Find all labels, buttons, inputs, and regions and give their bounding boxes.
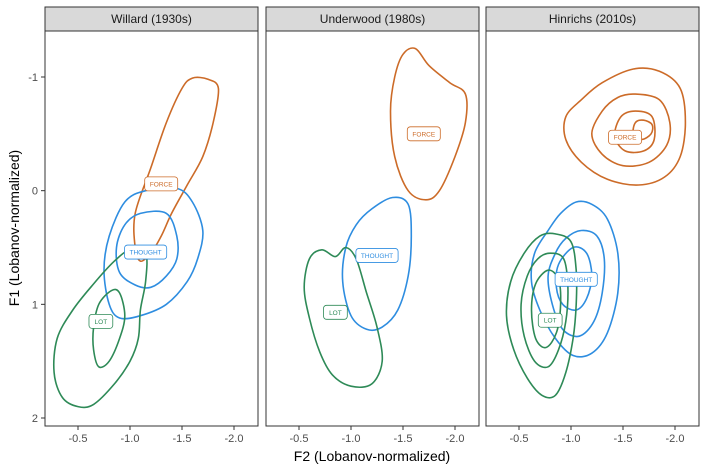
facet-title: Underwood (1980s) bbox=[320, 12, 425, 26]
contour-thought bbox=[547, 229, 606, 338]
contour-force bbox=[563, 67, 687, 186]
plot-area bbox=[265, 30, 480, 427]
label-box bbox=[608, 129, 642, 145]
label-text: THOUGHT bbox=[361, 253, 393, 260]
label-text: LOT bbox=[544, 318, 557, 325]
plot-area bbox=[44, 30, 259, 427]
panel-3: Hinrichs (2010s) FORCE THOUGHT LOT -0.5 -1.0 -… bbox=[485, 6, 700, 445]
label-box bbox=[88, 313, 114, 329]
x-tick-label: -2.0 bbox=[225, 433, 244, 445]
panels-group: -1 0 1 2 Willard (1930s) FORCE THOUGHT LOT -0.5 -… bbox=[28, 6, 700, 445]
contour-thought bbox=[530, 200, 620, 358]
vowel-label-thought: THOUGHT bbox=[124, 244, 168, 260]
label-box bbox=[537, 312, 563, 328]
label-text: FORCE bbox=[150, 181, 173, 188]
label-box bbox=[355, 248, 399, 263]
facet-strip bbox=[485, 6, 700, 32]
label-text: FORCE bbox=[412, 131, 435, 138]
contour-lot bbox=[303, 246, 384, 389]
vowel-label-force: FORCE bbox=[406, 126, 441, 142]
panel-2: Underwood (1980s) FORCE THOUGHT LOT -0.5 -1.0… bbox=[265, 6, 480, 445]
vowel-label-thought: THOUGHT bbox=[355, 248, 399, 263]
contour-thought bbox=[115, 210, 179, 289]
contour-thought bbox=[103, 186, 204, 320]
vowel-label-lot: LOT bbox=[323, 304, 348, 320]
x-tick-label: -2.0 bbox=[446, 433, 465, 445]
vowel-label-force: FORCE bbox=[608, 129, 642, 145]
vowel-label-force: FORCE bbox=[144, 176, 179, 192]
y-tick-label: 1 bbox=[32, 299, 38, 311]
label-box bbox=[124, 244, 168, 260]
contour-force bbox=[389, 47, 468, 201]
contour-force bbox=[590, 93, 672, 167]
label-text: THOUGHT bbox=[560, 277, 592, 284]
label-box bbox=[323, 304, 348, 320]
label-text: LOT bbox=[95, 319, 108, 326]
y-tick-label: 2 bbox=[32, 413, 38, 425]
y-axis-label: F1 (Lobanov-normalized) bbox=[6, 150, 22, 306]
x-tick-label: -1.5 bbox=[614, 433, 633, 445]
x-tick-label: -1.0 bbox=[562, 433, 581, 445]
label-box bbox=[144, 176, 179, 192]
vowel-label-lot: LOT bbox=[537, 312, 563, 328]
label-box bbox=[554, 271, 598, 287]
vowel-label-lot: LOT bbox=[88, 313, 114, 329]
facet-title: Hinrichs (2010s) bbox=[549, 12, 636, 26]
vowel-label-thought: THOUGHT bbox=[554, 271, 598, 287]
label-text: FORCE bbox=[614, 135, 637, 142]
x-tick-label: -1.0 bbox=[342, 433, 361, 445]
plot-area bbox=[485, 30, 700, 427]
facet-title: Willard (1930s) bbox=[111, 12, 192, 26]
contour-thought bbox=[341, 196, 413, 332]
contour-force bbox=[613, 110, 656, 154]
x-tick-label: -0.5 bbox=[290, 433, 309, 445]
x-tick-label: -1.0 bbox=[121, 433, 140, 445]
label-box bbox=[406, 126, 441, 142]
label-text: LOT bbox=[329, 310, 342, 317]
x-tick-label: -1.5 bbox=[394, 433, 413, 445]
panel-1: Willard (1930s) FORCE THOUGHT LOT -0.5 -1.0 -1… bbox=[44, 6, 259, 445]
x-axis-label: F2 (Lobanov-normalized) bbox=[294, 448, 450, 464]
x-tick-label: -0.5 bbox=[69, 433, 88, 445]
x-tick-label: -0.5 bbox=[510, 433, 529, 445]
y-tick-label: 0 bbox=[32, 186, 38, 198]
x-tick-label: -1.5 bbox=[173, 433, 192, 445]
contour-lot bbox=[52, 248, 148, 409]
y-tick-label: -1 bbox=[28, 72, 38, 84]
x-tick-label: -2.0 bbox=[666, 433, 685, 445]
label-text: THOUGHT bbox=[130, 250, 162, 257]
